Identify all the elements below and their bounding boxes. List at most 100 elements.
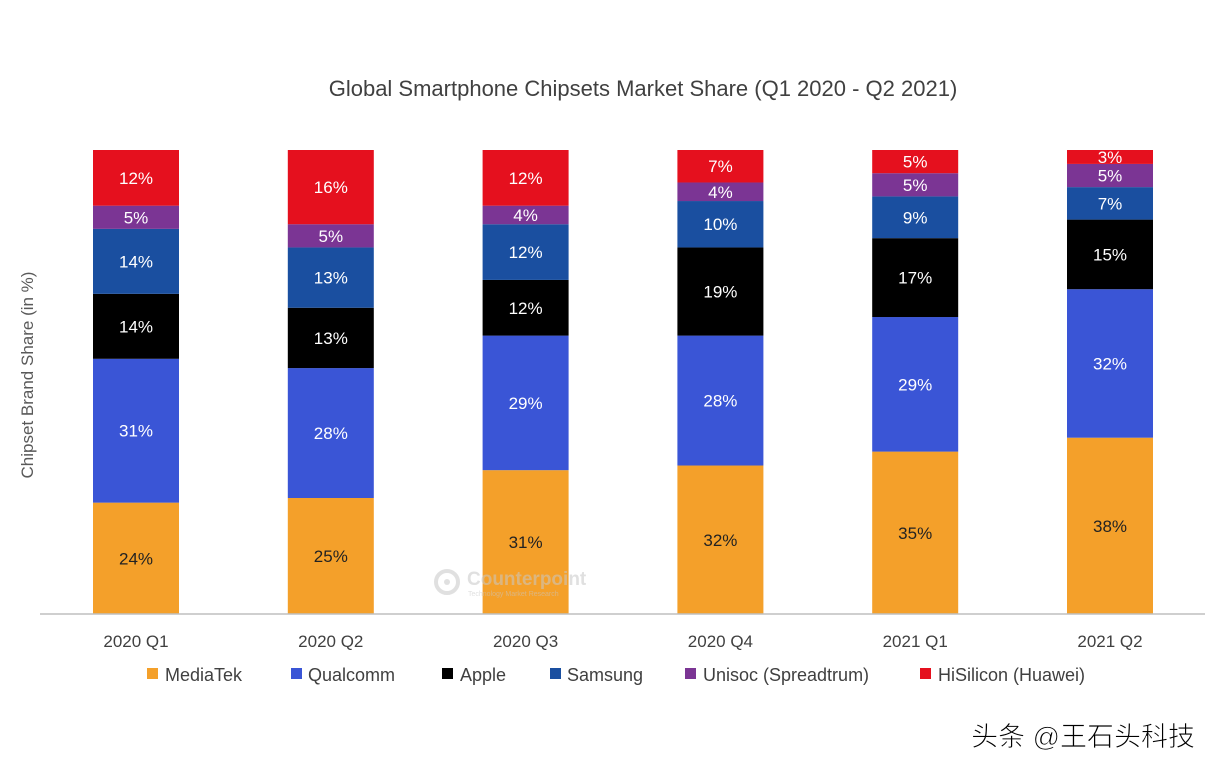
bars-group — [93, 150, 1153, 614]
counterpoint-logo-dot — [444, 579, 450, 585]
data-label: 5% — [319, 227, 344, 246]
data-label: 35% — [898, 524, 932, 543]
legend-label: Qualcomm — [308, 665, 395, 685]
bar-segment-samsung-2020-q3 — [482, 224, 569, 280]
y-axis-label: Chipset Brand Share (in %) — [18, 272, 37, 479]
x-tick-label: 2021 Q1 — [883, 632, 948, 651]
x-tick-label: 2020 Q1 — [103, 632, 168, 651]
bar-segment-samsung-2021-q2 — [1067, 187, 1153, 220]
legend: MediaTek Qualcomm Apple Samsung Unisoc (Spre… — [147, 665, 1085, 685]
bar-segment-apple-2020-q2 — [287, 307, 374, 369]
bar-segment-hisilicon-huawei-2020-q1 — [93, 150, 179, 206]
bar-segment-qualcomm-2020-q4 — [677, 335, 764, 466]
data-label: 29% — [898, 375, 932, 394]
bar-segment-unisoc-spreadtrum-2020-q3 — [482, 205, 569, 225]
bar-segment-samsung-2020-q1 — [93, 228, 179, 294]
data-label: 3% — [1098, 148, 1123, 167]
bar-segment-unisoc-spreadtrum-2021-q2 — [1067, 163, 1153, 188]
legend-swatch — [550, 668, 561, 679]
bar-segment-mediatek-2020-q1 — [93, 502, 179, 614]
bar-segment-unisoc-spreadtrum-2020-q1 — [93, 205, 179, 229]
bar-segment-apple-2020-q1 — [93, 293, 179, 359]
data-label: 28% — [703, 392, 737, 411]
data-label: 13% — [314, 269, 348, 288]
data-label: 32% — [703, 531, 737, 550]
data-label: 12% — [119, 169, 153, 188]
data-label: 14% — [119, 317, 153, 336]
legend-label: Unisoc (Spreadtrum) — [703, 665, 869, 685]
bar-segment-hisilicon-huawei-2020-q2 — [287, 150, 374, 225]
data-label: 4% — [513, 206, 538, 225]
x-tick-label: 2020 Q4 — [688, 632, 753, 651]
data-label: 31% — [509, 533, 543, 552]
legend-swatch — [442, 668, 453, 679]
bar-segment-unisoc-spreadtrum-2020-q2 — [287, 224, 374, 248]
legend-swatch — [685, 668, 696, 679]
legend-label: Apple — [460, 665, 506, 685]
bar-segment-qualcomm-2021-q1 — [872, 317, 959, 452]
data-label: 14% — [119, 252, 153, 271]
legend-swatch — [920, 668, 931, 679]
data-label: 5% — [903, 176, 928, 195]
bar-segment-qualcomm-2020-q2 — [287, 368, 374, 498]
legend-label: MediaTek — [165, 665, 243, 685]
bar-segment-unisoc-spreadtrum-2021-q1 — [872, 173, 959, 197]
data-label: 17% — [898, 269, 932, 288]
x-tick-label: 2020 Q2 — [298, 632, 363, 651]
bar-segment-qualcomm-2020-q3 — [482, 335, 569, 471]
bar-segment-mediatek-2021-q2 — [1067, 437, 1153, 614]
data-label: 32% — [1093, 354, 1127, 373]
data-label: 12% — [509, 169, 543, 188]
legend-swatch — [147, 668, 158, 679]
bar-segment-samsung-2021-q1 — [872, 196, 959, 239]
bar-labels-group: 24% 31% 14% 14% 5% 12% 25% 28% 13% 13% 5% 16% 31% 29%… — [119, 148, 1127, 568]
bar-segment-qualcomm-2021-q2 — [1067, 289, 1153, 438]
bar-segment-samsung-2020-q4 — [677, 201, 764, 248]
data-label: 25% — [314, 547, 348, 566]
legend-label: Samsung — [567, 665, 643, 685]
data-label: 7% — [1098, 194, 1123, 213]
watermark-tagline: Technology Market Research — [468, 591, 559, 598]
counterpoint-watermark: Counterpoint Technology Market Research — [434, 569, 587, 598]
data-label: 12% — [509, 243, 543, 262]
data-label: 15% — [1093, 245, 1127, 264]
x-tick-label: 2020 Q3 — [493, 632, 558, 651]
bar-segment-samsung-2020-q2 — [287, 247, 374, 308]
bar-segment-apple-2021-q2 — [1067, 219, 1153, 290]
bar-segment-hisilicon-huawei-2021-q1 — [872, 150, 959, 174]
bar-segment-hisilicon-huawei-2020-q3 — [482, 150, 569, 206]
data-label: 5% — [124, 208, 149, 227]
counterpoint-logo-icon — [434, 569, 460, 595]
x-tick-label: 2021 Q2 — [1077, 632, 1142, 651]
bar-segment-apple-2021-q1 — [872, 238, 959, 318]
data-label: 38% — [1093, 517, 1127, 536]
data-label: 12% — [509, 299, 543, 318]
data-label: 5% — [1098, 167, 1123, 186]
bar-segment-mediatek-2020-q2 — [287, 498, 374, 614]
data-label: 10% — [703, 215, 737, 234]
data-label: 7% — [708, 157, 733, 176]
bar-segment-hisilicon-huawei-2020-q4 — [677, 150, 764, 183]
data-label: 13% — [314, 329, 348, 348]
data-label: 31% — [119, 422, 153, 441]
bar-segment-mediatek-2021-q1 — [872, 451, 959, 614]
bar-segment-mediatek-2020-q4 — [677, 465, 764, 614]
legend-swatch — [291, 668, 302, 679]
data-label: 5% — [903, 153, 928, 172]
data-label: 19% — [703, 283, 737, 302]
data-label: 9% — [903, 208, 928, 227]
data-label: 24% — [119, 549, 153, 568]
watermark-brand: Counterpoint — [467, 569, 587, 590]
bar-segment-mediatek-2020-q3 — [482, 470, 569, 614]
bar-segment-unisoc-spreadtrum-2020-q4 — [677, 182, 764, 202]
source-watermark: 头条 @王石头科技 — [971, 722, 1195, 752]
data-label: 16% — [314, 178, 348, 197]
bar-segment-hisilicon-huawei-2021-q2 — [1067, 150, 1153, 164]
bar-segment-apple-2020-q4 — [677, 247, 764, 336]
bar-segment-qualcomm-2020-q1 — [93, 358, 179, 503]
data-label: 4% — [708, 183, 733, 202]
chart-title: Global Smartphone Chipsets Market Share … — [329, 76, 958, 101]
legend-label: HiSilicon (Huawei) — [938, 665, 1085, 685]
x-tick-labels-group: 2020 Q1 2020 Q2 2020 Q3 2020 Q4 2021 Q1 2021 … — [103, 632, 1142, 651]
